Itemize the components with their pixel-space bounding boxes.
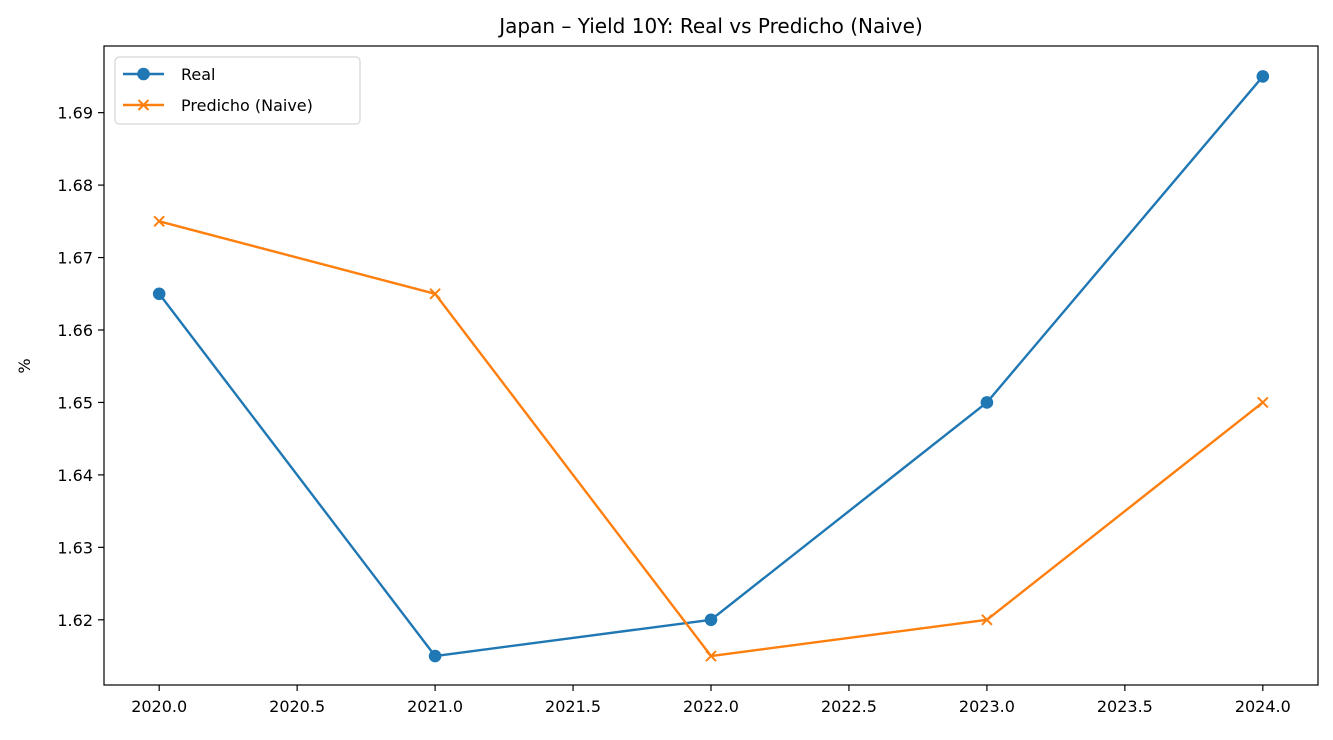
y-tick-label: 1.62 — [57, 611, 93, 630]
legend-box — [114, 56, 361, 125]
data-point-real — [1256, 70, 1270, 83]
data-point-real — [428, 649, 442, 663]
plot-area: 2020.0 2020.5 2021.0 2021.5 2022.0 2022.5 2023… — [57, 45, 1319, 716]
series-line-predicho — [158, 220, 1264, 658]
x-tick-label: 2020.5 — [269, 697, 325, 716]
x-tick-label: 2022.5 — [821, 697, 877, 716]
data-point-predicho — [153, 215, 165, 228]
x-tick-label: 2022.0 — [683, 697, 739, 716]
data-point-predicho — [1257, 396, 1269, 409]
legend-label-real: Real — [181, 65, 216, 84]
data-point-real — [704, 613, 718, 627]
y-tick-label: 1.67 — [57, 249, 93, 268]
data-point-predicho — [705, 650, 717, 662]
chart-title: Japan – Yield 10Y: Real vs Predicho (Nai… — [497, 14, 923, 38]
y-tick-label: 1.65 — [57, 393, 93, 412]
x-tick-label: 2020.0 — [131, 697, 187, 716]
legend-marker-predicho — [137, 99, 150, 111]
legend-marker-real — [137, 67, 150, 81]
y-tick-label: 1.66 — [57, 321, 93, 340]
legend-label-predicho: Predicho (Naive) — [181, 96, 313, 115]
x-tick-label: 2024.0 — [1235, 697, 1291, 716]
x-tick-label: 2023.0 — [959, 697, 1015, 716]
data-point-predicho — [429, 288, 441, 300]
data-point-predicho — [981, 614, 993, 626]
plot-frame — [103, 45, 1319, 686]
y-tick-label: 1.63 — [57, 538, 93, 557]
x-tick-label: 2021.5 — [545, 697, 601, 716]
data-point-real — [980, 396, 994, 409]
y-tick-label: 1.64 — [57, 466, 93, 485]
x-tick-label: 2021.0 — [407, 697, 463, 716]
series-line-real — [158, 75, 1264, 658]
x-tick-label: 2023.5 — [1097, 697, 1153, 716]
y-axis-label: % — [15, 358, 34, 373]
data-point-real — [152, 287, 166, 301]
y-tick-label: 1.68 — [57, 176, 93, 195]
y-tick-label: 1.69 — [57, 104, 93, 123]
legend: Real Predicho (Naive) — [114, 56, 361, 125]
